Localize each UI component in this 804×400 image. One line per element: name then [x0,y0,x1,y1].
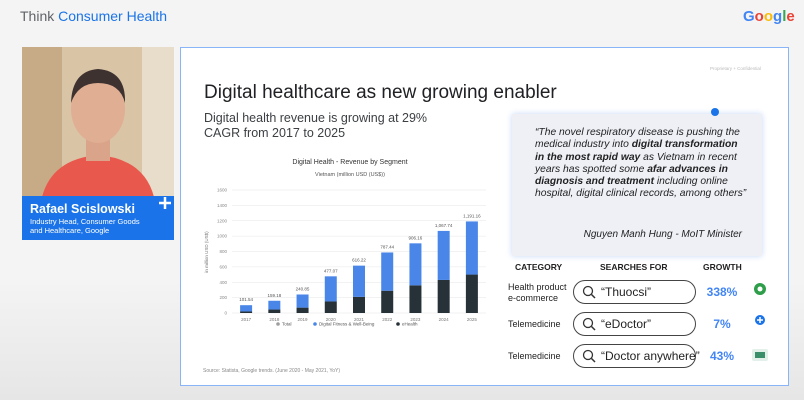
bar-segment [324,276,337,302]
bar-segment [296,307,309,313]
chart-subtitle: Vietnam (million USD (US$)) [315,172,385,178]
quote-text: as Vietnam in recent years has spotted s… [535,151,737,175]
doctor-anywhere-logo [752,349,768,361]
confidential: Proprietary + Confidential [710,66,761,71]
google-logo: Google [743,8,795,25]
quote-text: “The novel respiratory disease is pushin… [535,127,740,151]
bar-segment [240,305,253,312]
quote-text: including online hospital, digital clini… [535,176,747,200]
bar-segment [465,221,478,275]
total-label: 1,067.74 [435,223,453,228]
bar-segment [409,243,422,286]
table-header: CATEGORY [515,262,563,272]
quote-dot [711,108,719,116]
x-tick-label: 2024 [439,317,450,322]
name-card: Rafael Scislowski Industry Head, Consume… [22,196,174,240]
growth: 43% [709,349,735,363]
y-tick-label: 1400 [217,203,228,208]
plus-icon [159,197,171,209]
brand: Think [20,8,55,24]
bar-segment [465,274,478,313]
legend-marker [313,322,317,326]
bar-segment [437,230,450,280]
y-tick-label: 400 [219,280,227,285]
source: Source: Statista, Google trends. (June 2… [203,368,341,374]
y-tick-label: 600 [219,264,227,269]
speaker-video [22,47,174,197]
x-tick-label: 2019 [298,317,309,322]
growth: 338% [706,285,738,299]
bar-segment [437,279,450,313]
category: Telemedicine [508,351,561,361]
y-tick-label: 0 [224,311,227,316]
bar-segment [268,309,281,313]
category: Telemedicine [508,319,561,329]
search-pill: “Doctor anywhere” [573,344,700,368]
search-term: “eDoctor” [601,317,652,331]
y-axis-label: in million USD (US$) [204,231,209,273]
speaker-role: Industry Head, Consumer Goods and Health… [30,217,140,235]
title: Consumer Health [58,8,168,24]
bar-segment [240,311,253,313]
bar-segment [353,265,365,297]
quote-box [512,114,762,256]
y-tick-label: 1000 [217,234,228,239]
chart-title: Digital Health - Revenue by Segment [292,159,407,166]
quote-author: Nguyen Manh Hung - MoIT Minister [583,229,742,240]
search-term: “Thuocsi” [601,285,652,299]
x-tick-label: 2021 [354,317,365,322]
x-tick-label: 2025 [467,317,478,322]
table-header: GROWTH [703,262,742,272]
slide-title: Digital healthcare as new growing enable… [204,82,557,103]
total-label: 616.22 [352,258,366,263]
total-label: 159.18 [267,293,281,298]
bar-segment [381,252,394,291]
thuocsi-logo [754,283,766,295]
table-header: SEARCHES FOR [600,262,668,272]
category: Health product e-commerce [508,282,567,303]
legend-label: Digital Fitness & Well-Being [319,322,375,327]
total-label: 240.85 [296,286,310,291]
header-title: Think Consumer Health [20,8,167,24]
quote-emphasis: digital transformation in the most rapid… [535,139,738,163]
quote: “The novel respiratory disease is pushin… [535,127,747,201]
x-tick-label: 2023 [410,317,421,322]
slide-subtitle: Digital health revenue is growing at 29%… [204,111,428,140]
total-label: 101.54 [239,297,253,302]
search-pill: “Thuocsi” [573,280,696,304]
y-tick-label: 1200 [217,218,228,223]
x-tick-label: 2020 [326,317,337,322]
x-tick-label: 2022 [382,317,393,322]
x-tick-label: 2017 [241,317,252,322]
total-label: 477.07 [324,268,338,273]
bar-segment [353,296,365,313]
total-label: 787.44 [380,244,394,249]
y-tick-label: 1600 [217,188,228,193]
legend-label: eHealth [402,322,418,327]
quote-emphasis: afar advances in diagnosis and treatment [535,163,728,188]
y-tick-label: 200 [219,295,227,300]
bar-segment [268,300,281,310]
legend-label: Total [282,322,292,327]
search-pill: “eDoctor” [573,312,696,336]
y-tick-label: 800 [219,249,227,254]
x-tick-label: 2018 [269,317,280,322]
search-term: “Doctor anywhere” [601,349,700,363]
edoctor-logo [755,315,765,325]
legend-marker [276,322,280,326]
bar-segment [296,294,309,308]
total-label: 1,191.16 [463,213,481,218]
growth: 7% [713,317,731,331]
bar-segment [324,301,337,313]
speaker-name: Rafael Scislowski [30,202,135,216]
legend-marker [396,322,400,326]
bar-segment [381,290,394,313]
total-label: 906.16 [409,235,423,240]
bar-segment [409,285,422,313]
